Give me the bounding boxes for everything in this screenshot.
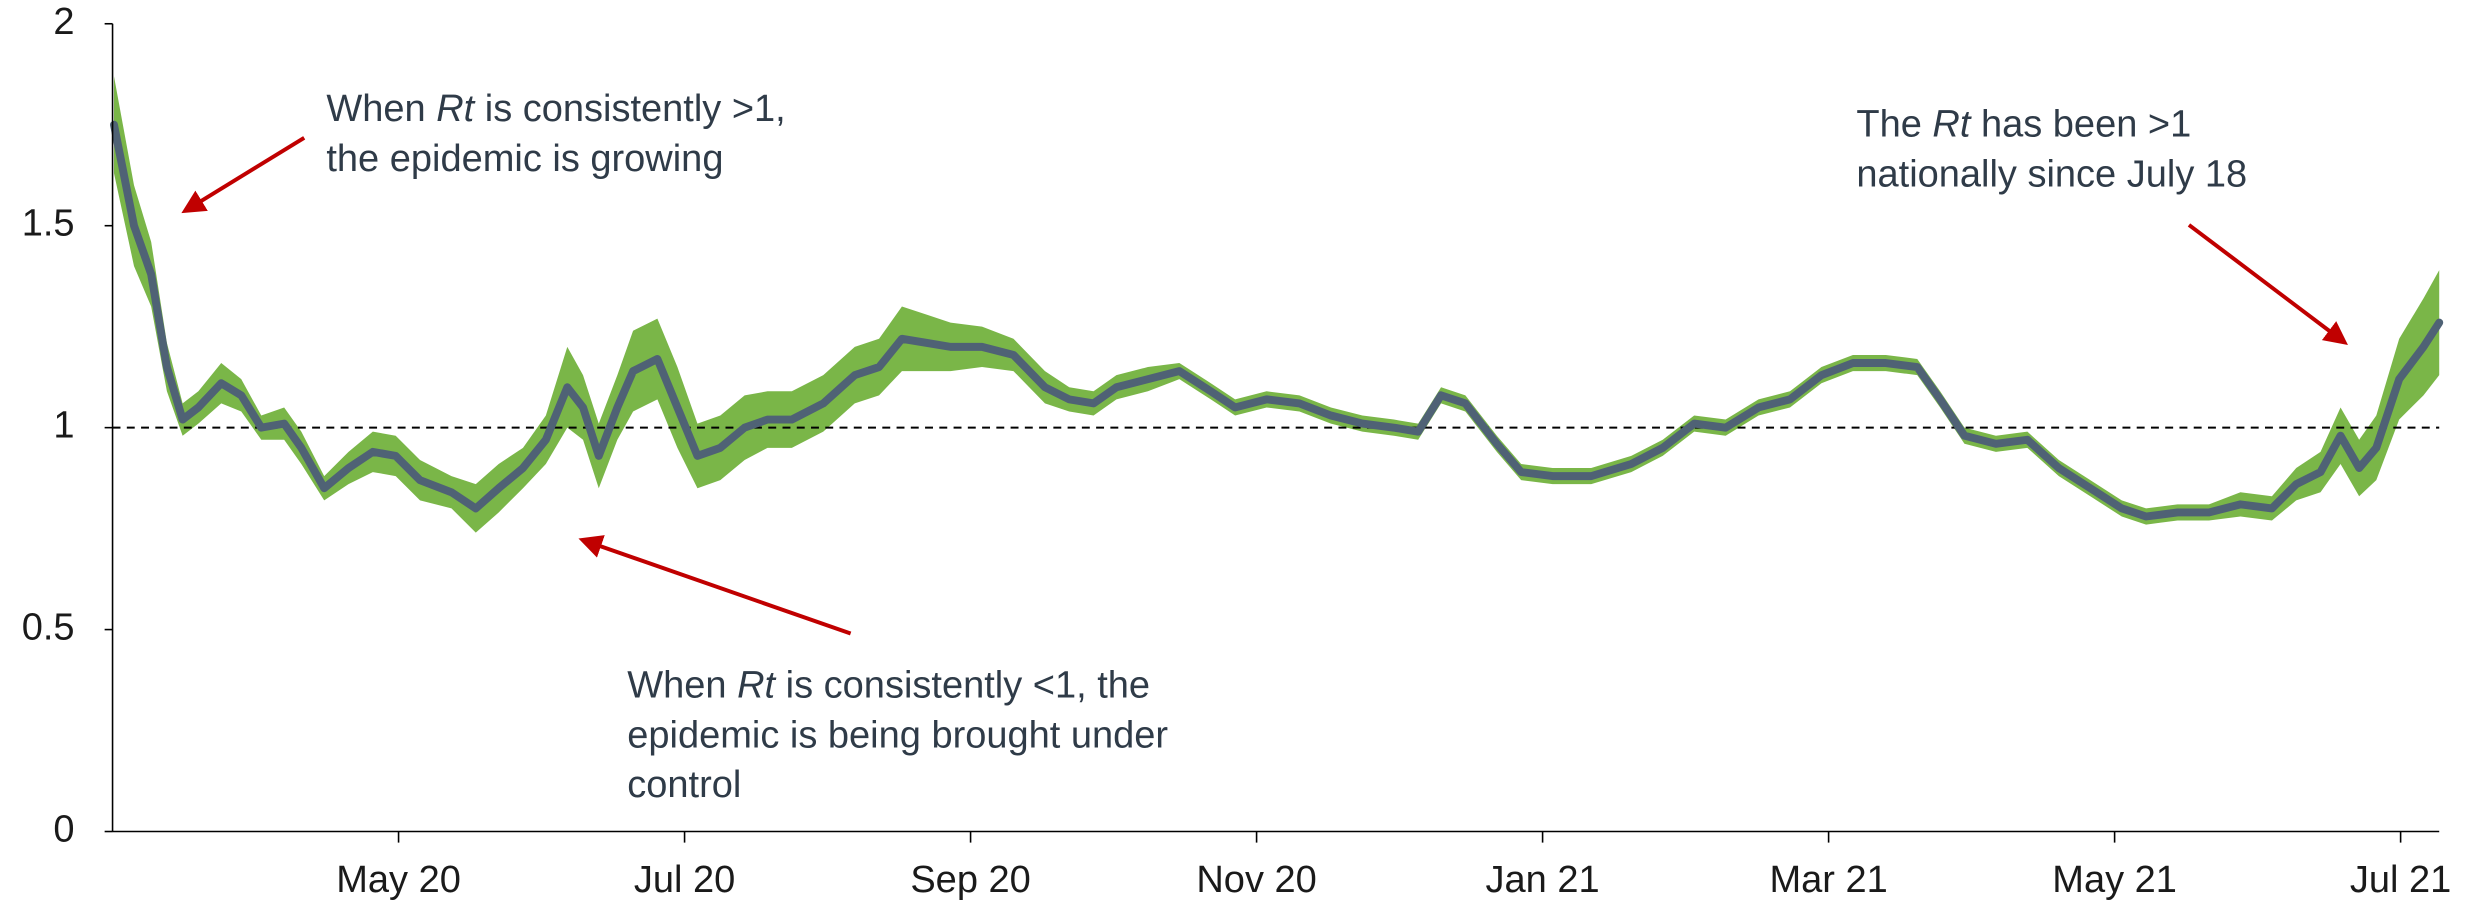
arrow (2187, 223, 2348, 345)
x-tick-label: Jul 20 (634, 859, 735, 901)
annotation: control (627, 764, 741, 806)
annotation-text: Rt (436, 88, 475, 130)
annotation-text: epidemic is being brought under (627, 714, 1168, 756)
annotation-text: Rt (1932, 104, 1971, 146)
annotation: the epidemic is growing (326, 138, 723, 180)
y-tick-label: 1 (53, 405, 74, 447)
x-tick-label: May 20 (336, 859, 461, 901)
arrow (578, 535, 852, 636)
y-tick-label: 2 (53, 1, 74, 43)
arrow (181, 136, 306, 214)
x-tick-label: May 21 (2052, 859, 2177, 901)
confidence-band (113, 76, 2440, 533)
annotation: When Rt is consistently >1, (326, 88, 785, 130)
line (110, 120, 2444, 521)
plot-area (110, 76, 2444, 533)
annotation-text: is consistently <1, the (775, 664, 1150, 706)
annotation: epidemic is being brought under (627, 714, 1168, 756)
annotation-text: control (627, 764, 741, 806)
x-tick-label: Nov 20 (1196, 859, 1316, 901)
annotation-text: the epidemic is growing (326, 138, 723, 180)
annotations: When Rt is consistently >1, the epidemic … (326, 88, 2247, 806)
x-tick-label: Jan 21 (1486, 859, 1600, 901)
annotation: The Rt has been >1 (1856, 104, 2191, 146)
y-tick-label: 1.5 (22, 203, 75, 245)
annotation-text: When (326, 88, 436, 130)
annotation: When Rt is consistently <1, the (627, 664, 1150, 706)
annotation-text: When (627, 664, 737, 706)
annotation-text: is consistently >1, (474, 88, 786, 130)
x-tick-label: Mar 21 (1769, 859, 1887, 901)
y-tick-label: 0.5 (22, 607, 75, 649)
y-tick-label: 0 (53, 809, 74, 851)
annotation-text: nationally since July 18 (1856, 154, 2247, 196)
x-tick-label: Sep 20 (910, 859, 1030, 901)
annotation-text: The (1856, 104, 1932, 146)
x-tick-label: Jul 21 (2350, 859, 2451, 901)
annotation-text: has been >1 (1970, 104, 2191, 146)
annotation: nationally since July 18 (1856, 154, 2247, 196)
annotation-text: Rt (737, 664, 776, 706)
